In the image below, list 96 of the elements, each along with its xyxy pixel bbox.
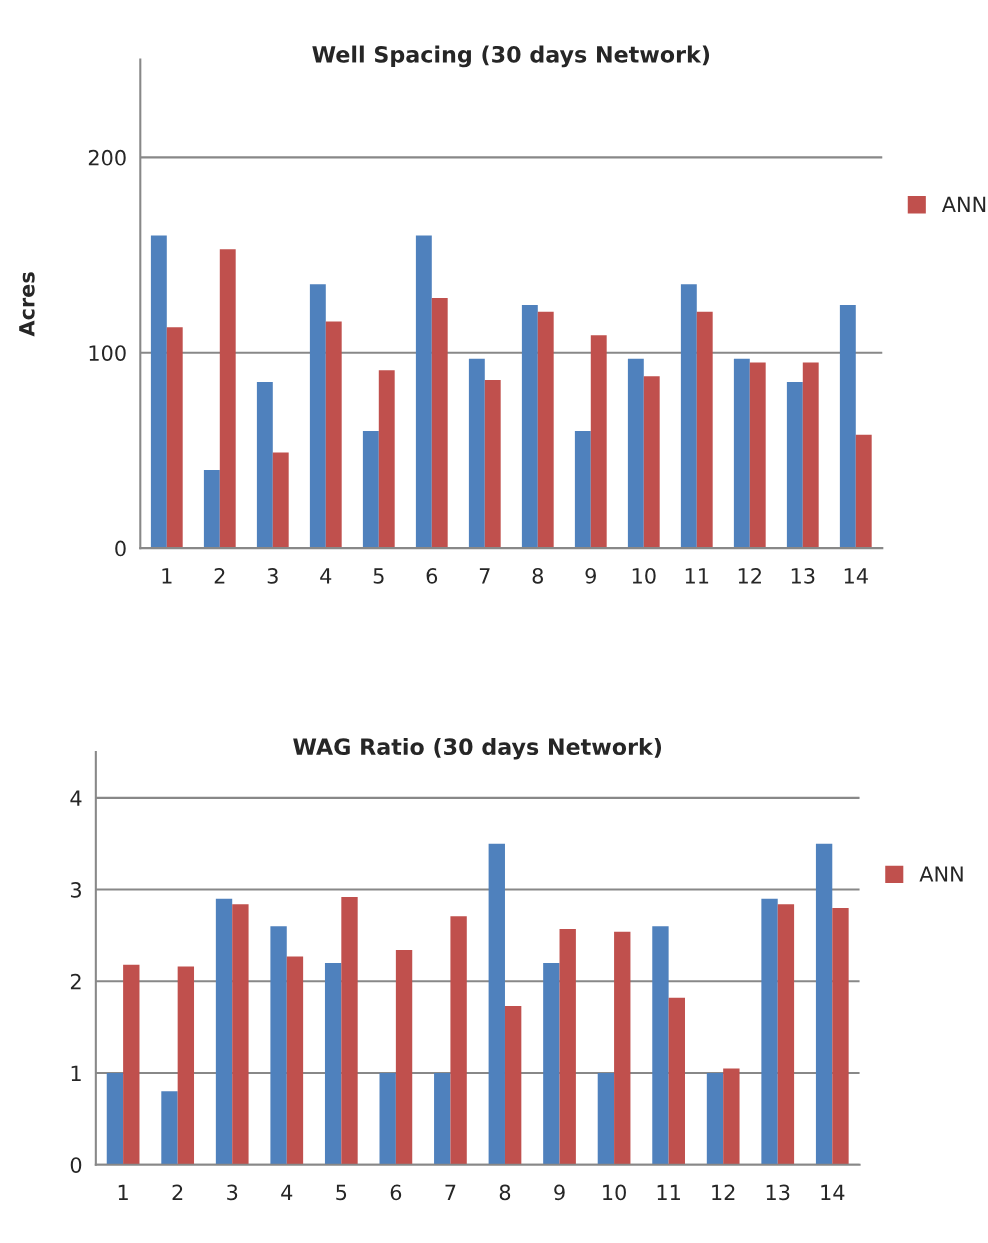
y-tick-label: 3 (70, 882, 81, 898)
bar (749, 362, 766, 549)
bar (325, 321, 342, 549)
bar (786, 382, 803, 549)
bar (643, 376, 660, 549)
bar (696, 311, 713, 549)
bar (203, 470, 220, 549)
x-tick-label: 10 (632, 567, 656, 584)
bar (832, 907, 849, 1165)
x-tick-label: 1 (162, 568, 172, 584)
y-tick-label: 2 (70, 973, 81, 990)
x-tick-label: 8 (499, 1184, 511, 1201)
x-tick-label: 5 (373, 568, 384, 584)
y-tick-label: 0 (70, 1157, 82, 1173)
bar (272, 452, 289, 549)
chart-title: Well Spacing (30 days Network) (312, 45, 710, 68)
bar (123, 964, 140, 1165)
x-tick-label: 2 (214, 567, 225, 584)
bar (777, 904, 795, 1165)
x-tick-label: 2 (172, 1184, 183, 1200)
bar (450, 916, 467, 1165)
x-tick-label: 4 (320, 568, 332, 584)
bar (627, 358, 644, 549)
x-tick-label: 7 (479, 568, 490, 584)
x-tick-label: 14 (821, 1184, 845, 1200)
bar (761, 898, 778, 1165)
y-axis-title: Acres (19, 272, 35, 337)
bar (815, 843, 833, 1165)
bar (219, 249, 236, 549)
bar (574, 430, 591, 549)
x-tick-label: 12 (738, 567, 761, 584)
bar (484, 380, 501, 549)
bar (395, 950, 413, 1165)
legend-label: ANN (941, 196, 986, 212)
bar (855, 434, 872, 549)
y-tick-label: 0 (115, 540, 126, 557)
bar (839, 304, 856, 549)
bar (559, 929, 576, 1165)
bar (434, 1072, 451, 1165)
bar (723, 1068, 740, 1165)
bar (543, 962, 560, 1165)
x-tick-label: 13 (766, 1184, 790, 1201)
bar (362, 430, 379, 549)
y-tick-label: 1 (71, 1065, 81, 1081)
bar (431, 298, 448, 549)
bar (733, 358, 750, 549)
x-tick-label: 8 (532, 567, 543, 584)
bar (802, 362, 819, 549)
bar (706, 1072, 724, 1165)
bar (680, 284, 697, 549)
x-tick-label: 11 (657, 1184, 680, 1200)
bar (415, 235, 432, 549)
bar (521, 304, 538, 549)
bar (341, 896, 358, 1165)
bar (652, 926, 669, 1165)
y-tick-label: 100 (89, 345, 126, 361)
bar (378, 370, 395, 549)
bar (161, 1091, 178, 1165)
bar (468, 358, 485, 549)
x-tick-label: 9 (554, 1184, 565, 1201)
bar (590, 335, 607, 549)
bar (177, 966, 195, 1165)
x-tick-label: 9 (585, 567, 596, 584)
x-tick-label: 12 (712, 1184, 735, 1200)
bar (504, 1006, 522, 1165)
bar (286, 956, 304, 1165)
bar (270, 926, 287, 1165)
bar (309, 284, 326, 549)
x-tick-label: 13 (791, 567, 815, 584)
x-tick-label: 6 (390, 1184, 402, 1201)
bar (166, 327, 183, 549)
bar (488, 843, 505, 1165)
legend-label: ANN (919, 866, 963, 882)
x-tick-label: 3 (227, 1184, 238, 1201)
x-tick-label: 14 (844, 568, 868, 584)
y-tick-label: 200 (88, 149, 126, 166)
bar (232, 904, 249, 1165)
bar (256, 382, 273, 549)
x-tick-label: 3 (267, 567, 278, 584)
bar (150, 235, 167, 549)
bar (614, 931, 631, 1165)
bar (106, 1072, 124, 1165)
x-tick-label: 7 (445, 1184, 456, 1200)
bar (215, 898, 233, 1165)
x-tick-label: 10 (603, 1184, 626, 1201)
bar (597, 1072, 615, 1165)
bar (537, 311, 554, 549)
x-tick-label: 6 (426, 567, 438, 584)
y-tick-label: 4 (70, 790, 82, 806)
bar (324, 962, 342, 1165)
x-tick-label: 5 (336, 1184, 347, 1201)
bar (379, 1072, 396, 1165)
x-tick-label: 11 (685, 568, 709, 584)
x-tick-label: 4 (281, 1184, 293, 1200)
chart-title: WAG Ratio (30 days Network) (293, 737, 662, 760)
bar (668, 997, 685, 1165)
